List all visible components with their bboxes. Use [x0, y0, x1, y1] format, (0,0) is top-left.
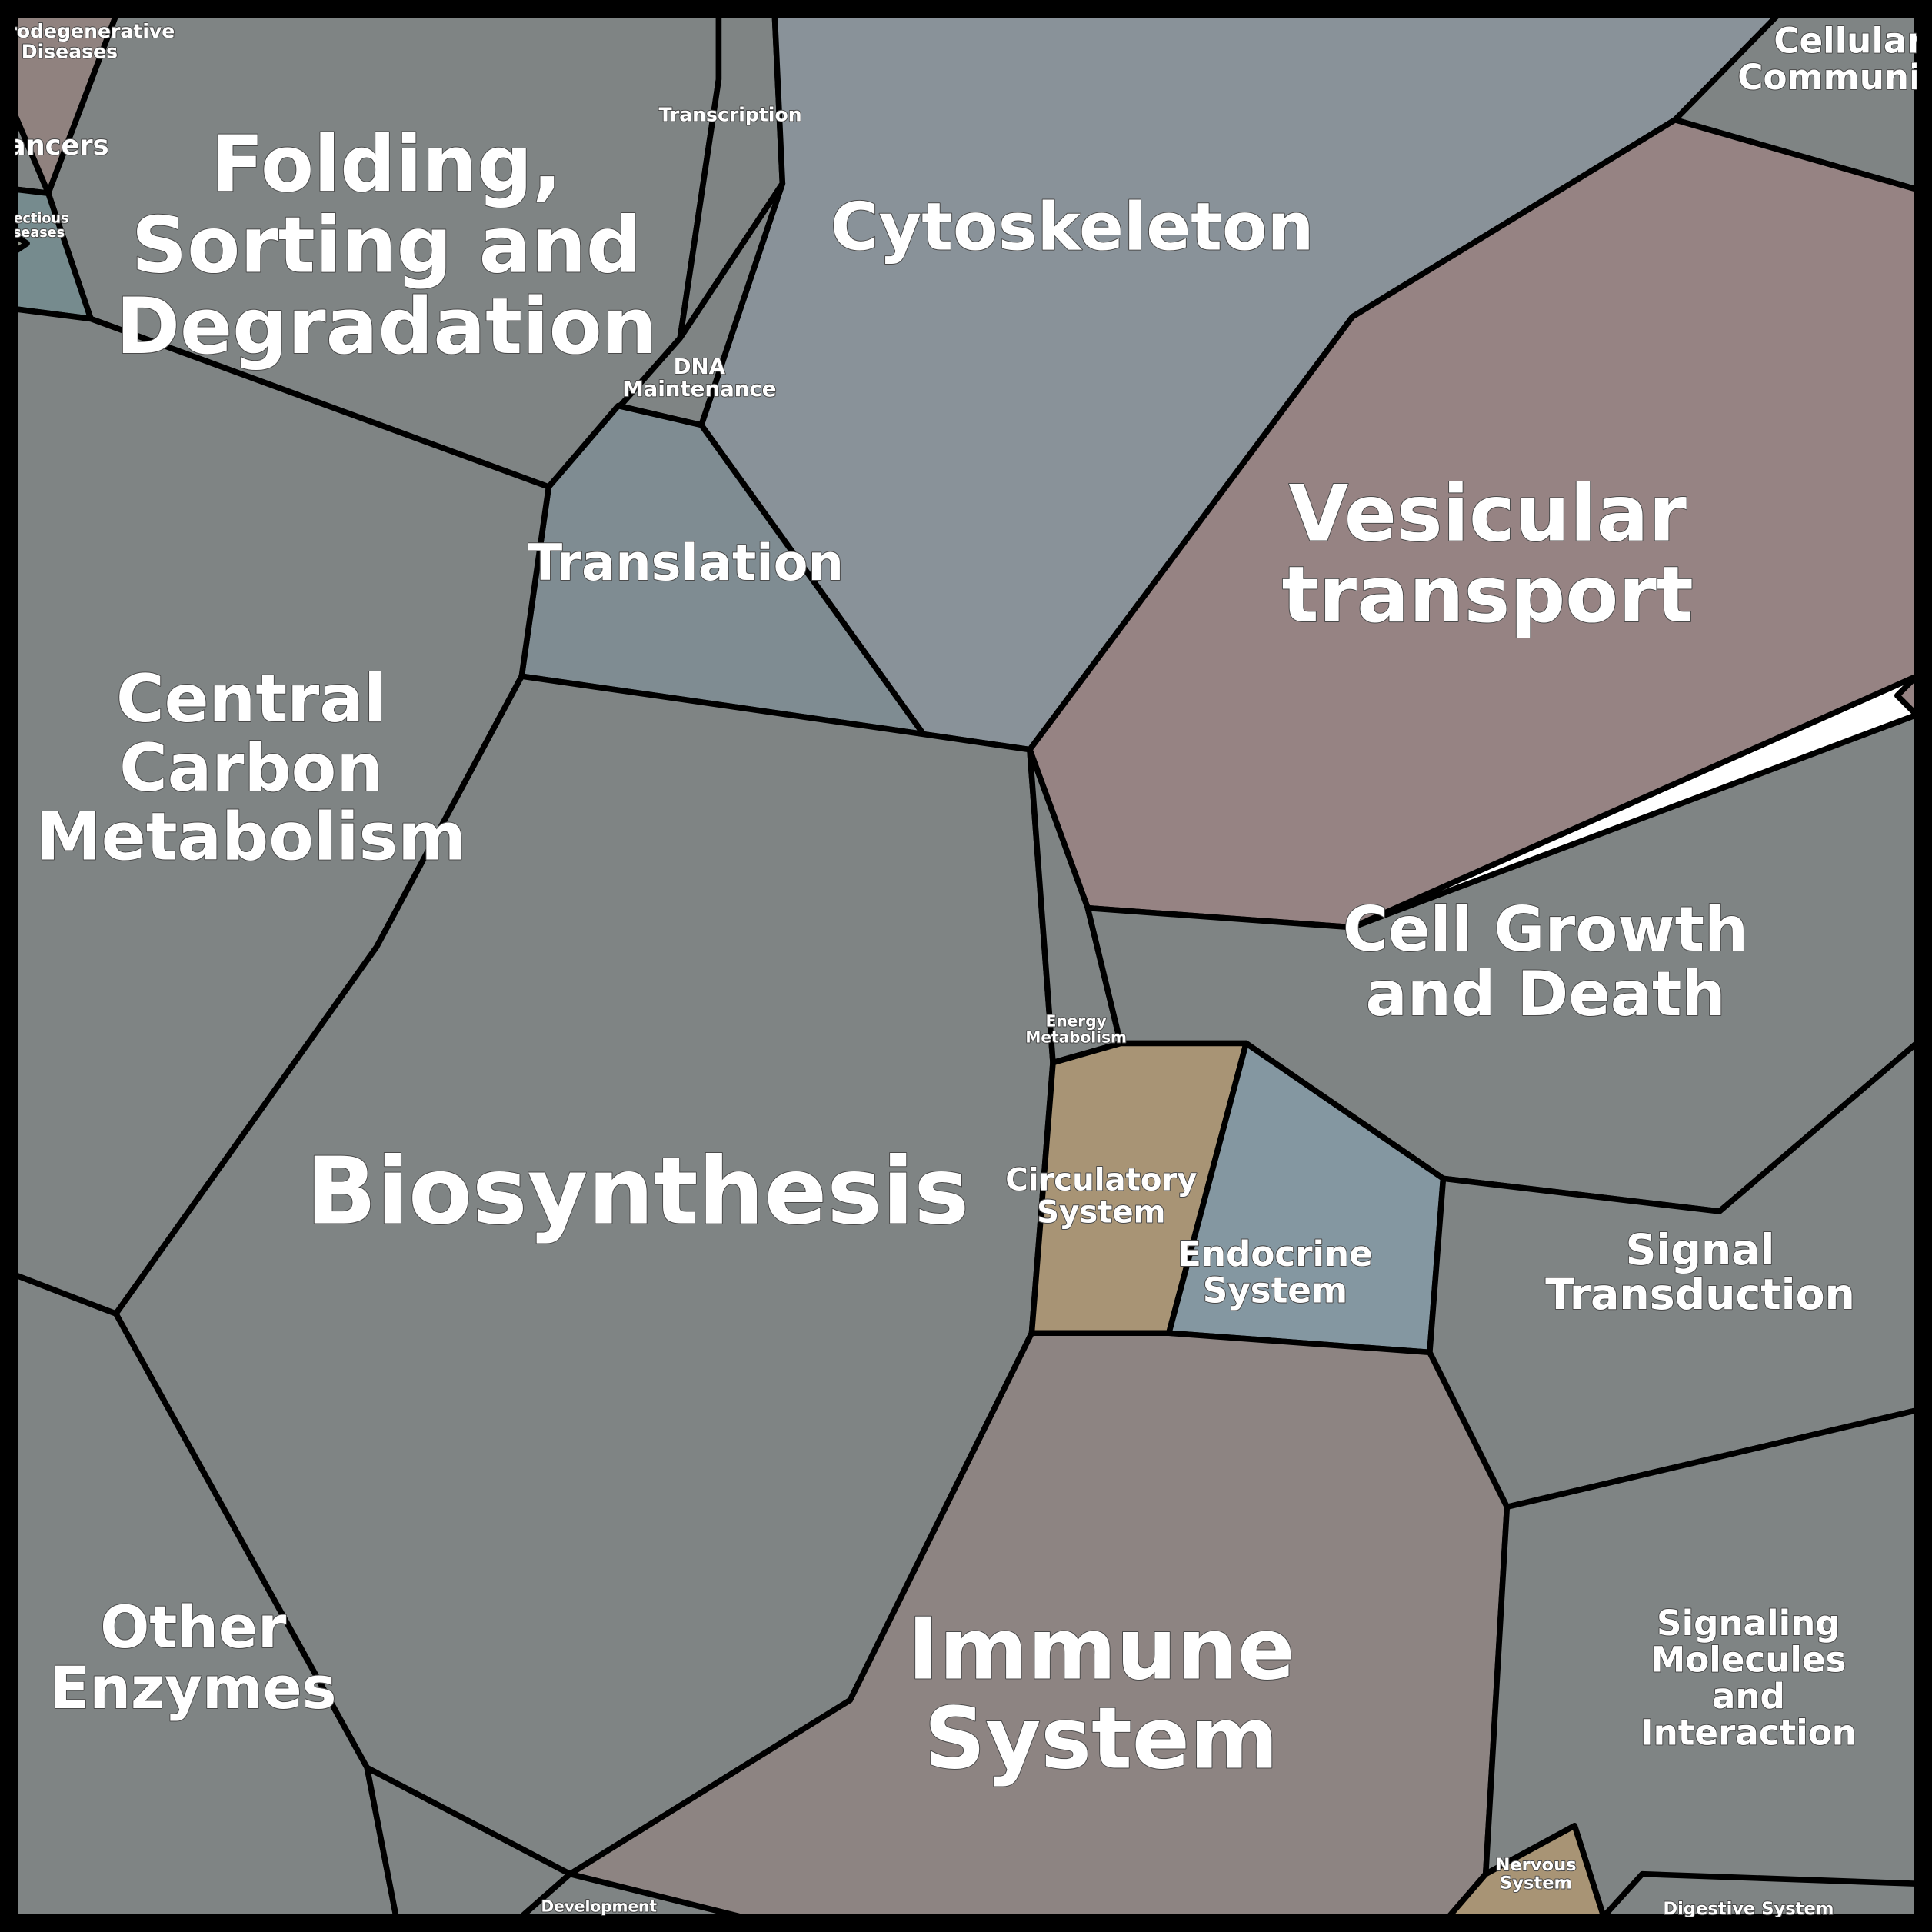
treemap-label-endocrine: EndocrineSystem: [1178, 1234, 1373, 1311]
treemap-label-cytoskeleton: Cytoskeleton: [831, 190, 1314, 266]
treemap-label-cell_growth: Cell Growthand Death: [1343, 893, 1748, 1030]
treemap-label-nervous: NervousSystem: [1495, 1854, 1576, 1893]
treemap-label-biosynthesis: Biosynthesis: [306, 1138, 969, 1246]
voronoi-treemap: Folding,Sorting andDegradationNeurodegen…: [0, 0, 1932, 1932]
treemap-label-transcription: Transcription: [658, 104, 801, 126]
treemap-label-immune: ImmuneSystem: [908, 1601, 1295, 1789]
treemap-label-translation: Translation: [528, 534, 844, 592]
treemap-label-vesicular: Vesiculartransport: [1282, 469, 1694, 641]
treemap-label-signaling_molecules: SignalingMoleculesandInteraction: [1641, 1603, 1857, 1753]
treemap-label-development: Development: [541, 1897, 657, 1915]
treemap-label-digestive: Digestive System: [1663, 1898, 1834, 1918]
treemap-label-cancers: Cancers: [0, 130, 109, 162]
